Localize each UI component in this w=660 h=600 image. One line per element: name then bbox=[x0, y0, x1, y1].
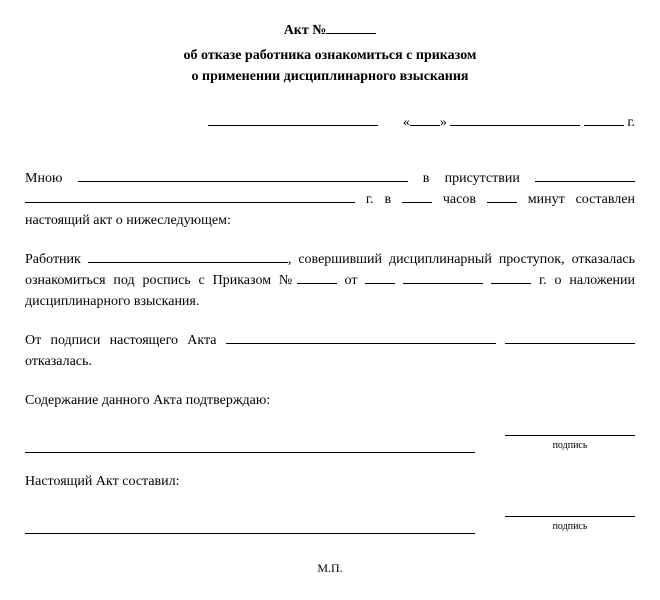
act-number-blank[interactable] bbox=[326, 33, 376, 34]
author-sign-block: подпись bbox=[505, 500, 635, 534]
refuser-blank-1[interactable] bbox=[226, 343, 496, 344]
paragraph-3: От подписи настоящего Акта отказалась. bbox=[25, 330, 635, 372]
confirm-label: Содержание данного Акта подтверждаю: bbox=[25, 390, 635, 411]
confirm-name-line[interactable] bbox=[25, 436, 475, 453]
author-name-blank[interactable] bbox=[78, 181, 408, 182]
paragraph-1: Мною в присутствии г. в часов минут сост… bbox=[25, 168, 635, 231]
p2-a: Работник bbox=[25, 252, 88, 267]
year-suffix: г. bbox=[627, 115, 635, 130]
p1-e: минут составлен настоящий акт о нижеслед… bbox=[25, 192, 635, 228]
p1-a: Мною bbox=[25, 171, 78, 186]
witness-blank-2[interactable] bbox=[25, 202, 355, 203]
p1-c: г. в bbox=[355, 192, 402, 207]
stamp-placeholder: М.П. bbox=[25, 559, 635, 577]
order-year-blank[interactable] bbox=[491, 283, 531, 284]
confirm-signature-row: подпись bbox=[25, 419, 635, 453]
place-date-row: «» г. bbox=[25, 112, 635, 133]
subtitle-line1: об отказе работника ознакомиться с прика… bbox=[184, 48, 477, 63]
order-month-blank[interactable] bbox=[403, 283, 483, 284]
date-month-blank[interactable] bbox=[450, 125, 580, 126]
p1-d: часов bbox=[432, 192, 487, 207]
document-page: Акт № об отказе работника ознакомиться с… bbox=[0, 0, 660, 600]
title: Акт № bbox=[25, 20, 635, 41]
hours-blank[interactable] bbox=[402, 202, 432, 203]
p3-b: отказалась. bbox=[25, 354, 92, 369]
date-day-blank[interactable] bbox=[410, 125, 440, 126]
order-number-blank[interactable] bbox=[297, 283, 337, 284]
author-label: Настоящий Акт составил: bbox=[25, 471, 635, 492]
witness-blank-1[interactable] bbox=[535, 181, 635, 182]
confirm-sign-caption: подпись bbox=[505, 438, 635, 453]
refuser-blank-2[interactable] bbox=[505, 343, 635, 344]
author-signature-row: подпись bbox=[25, 500, 635, 534]
title-prefix: Акт № bbox=[284, 23, 327, 38]
p3-a: От подписи настоящего Акта bbox=[25, 333, 226, 348]
author-name-line[interactable] bbox=[25, 517, 475, 534]
paragraph-2: Работник , совершивший дисциплинарный пр… bbox=[25, 249, 635, 312]
employee-name-blank[interactable] bbox=[88, 262, 288, 263]
p2-c: от bbox=[337, 273, 366, 288]
confirm-sign-block: подпись bbox=[505, 419, 635, 453]
order-day-blank[interactable] bbox=[365, 283, 395, 284]
minutes-blank[interactable] bbox=[487, 202, 517, 203]
p1-b: в присутствии bbox=[408, 171, 535, 186]
confirm-sign-line[interactable] bbox=[505, 419, 635, 436]
author-sign-caption: подпись bbox=[505, 519, 635, 534]
place-blank[interactable] bbox=[208, 125, 378, 126]
subtitle-line2: о применении дисциплинарного взыскания bbox=[192, 69, 469, 84]
date-year-blank[interactable] bbox=[584, 125, 624, 126]
author-sign-line[interactable] bbox=[505, 500, 635, 517]
subtitle: об отказе работника ознакомиться с прика… bbox=[25, 45, 635, 87]
